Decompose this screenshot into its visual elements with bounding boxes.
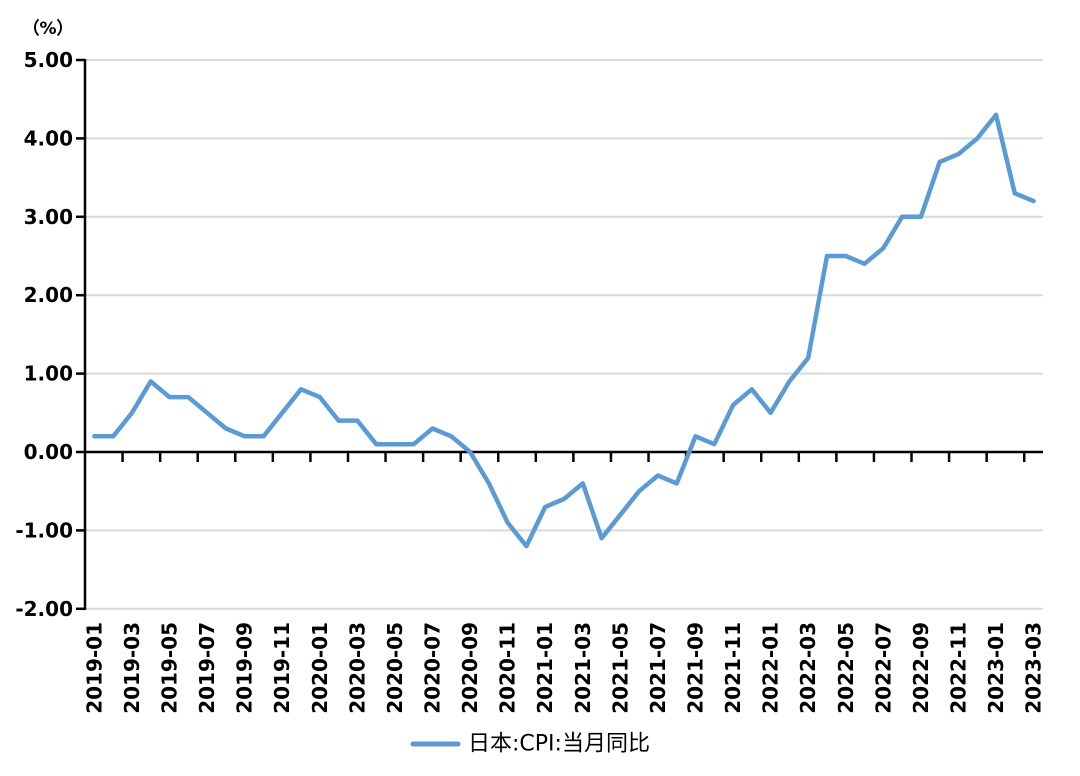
x-tick-label: 2020-01 (308, 622, 332, 714)
legend: 日本:CPI:当月同比 (410, 732, 650, 757)
x-tick-label: 2021-11 (721, 622, 745, 714)
y-tick-label: -1.00 (15, 518, 73, 542)
x-tick-label: 2022-01 (759, 622, 783, 714)
x-tick-label: 2022-07 (871, 622, 895, 714)
x-tick-label: 2019-07 (195, 622, 219, 714)
x-tick-label: 2020-09 (458, 622, 482, 714)
x-tick-label: 2023-03 (1022, 622, 1046, 714)
x-tick-label: 2023-01 (984, 622, 1008, 714)
y-tick-label: -2.00 (15, 597, 73, 621)
x-tick-label: 2021-03 (571, 622, 595, 714)
x-tick-label: 2020-07 (421, 622, 445, 714)
x-tick-label: 2021-09 (683, 622, 707, 714)
y-tick-label: 4.00 (24, 126, 73, 150)
x-tick-label: 2019-05 (158, 622, 182, 714)
y-tick-label: 0.00 (24, 440, 73, 464)
cpi-series-line (92, 112, 1036, 549)
x-tick-label: 2019-03 (120, 622, 144, 714)
y-tick-label: 3.00 (24, 205, 73, 229)
y-axis-unit-label: （%） (22, 18, 73, 39)
gridlines (85, 59, 1043, 610)
axes (83, 59, 1043, 610)
x-tick-label: 2021-07 (646, 622, 670, 714)
x-tick-label: 2022-05 (834, 622, 858, 714)
x-tick-label: 2019-09 (233, 622, 257, 714)
x-tick-label: 2021-05 (608, 622, 632, 714)
y-axis-tick-labels: 5.00 4.00 3.00 2.00 1.00 0.00 -1.00 -2.00 (15, 48, 73, 621)
x-tick-label: 2019-01 (82, 622, 106, 714)
y-tick-label: 2.00 (24, 283, 73, 307)
x-tick-label: 2022-11 (946, 622, 970, 714)
x-axis-ticks (121, 452, 1026, 462)
x-axis-tick-labels: 2019-01 2019-03 2019-05 2019-07 2019-09 2019-… (82, 622, 1045, 714)
y-axis-ticks (76, 58, 85, 611)
x-tick-label: 2022-03 (796, 622, 820, 714)
legend-series-label: 日本:CPI:当月同比 (468, 732, 650, 757)
y-tick-label: 5.00 (24, 48, 73, 72)
x-tick-label: 2022-09 (909, 622, 933, 714)
x-tick-label: 2020-03 (345, 622, 369, 714)
x-tick-label: 2020-05 (383, 622, 407, 714)
x-tick-label: 2020-11 (496, 622, 520, 714)
y-tick-label: 1.00 (24, 362, 73, 386)
x-tick-label: 2019-11 (270, 622, 294, 714)
x-tick-label: 2021-01 (533, 622, 557, 714)
